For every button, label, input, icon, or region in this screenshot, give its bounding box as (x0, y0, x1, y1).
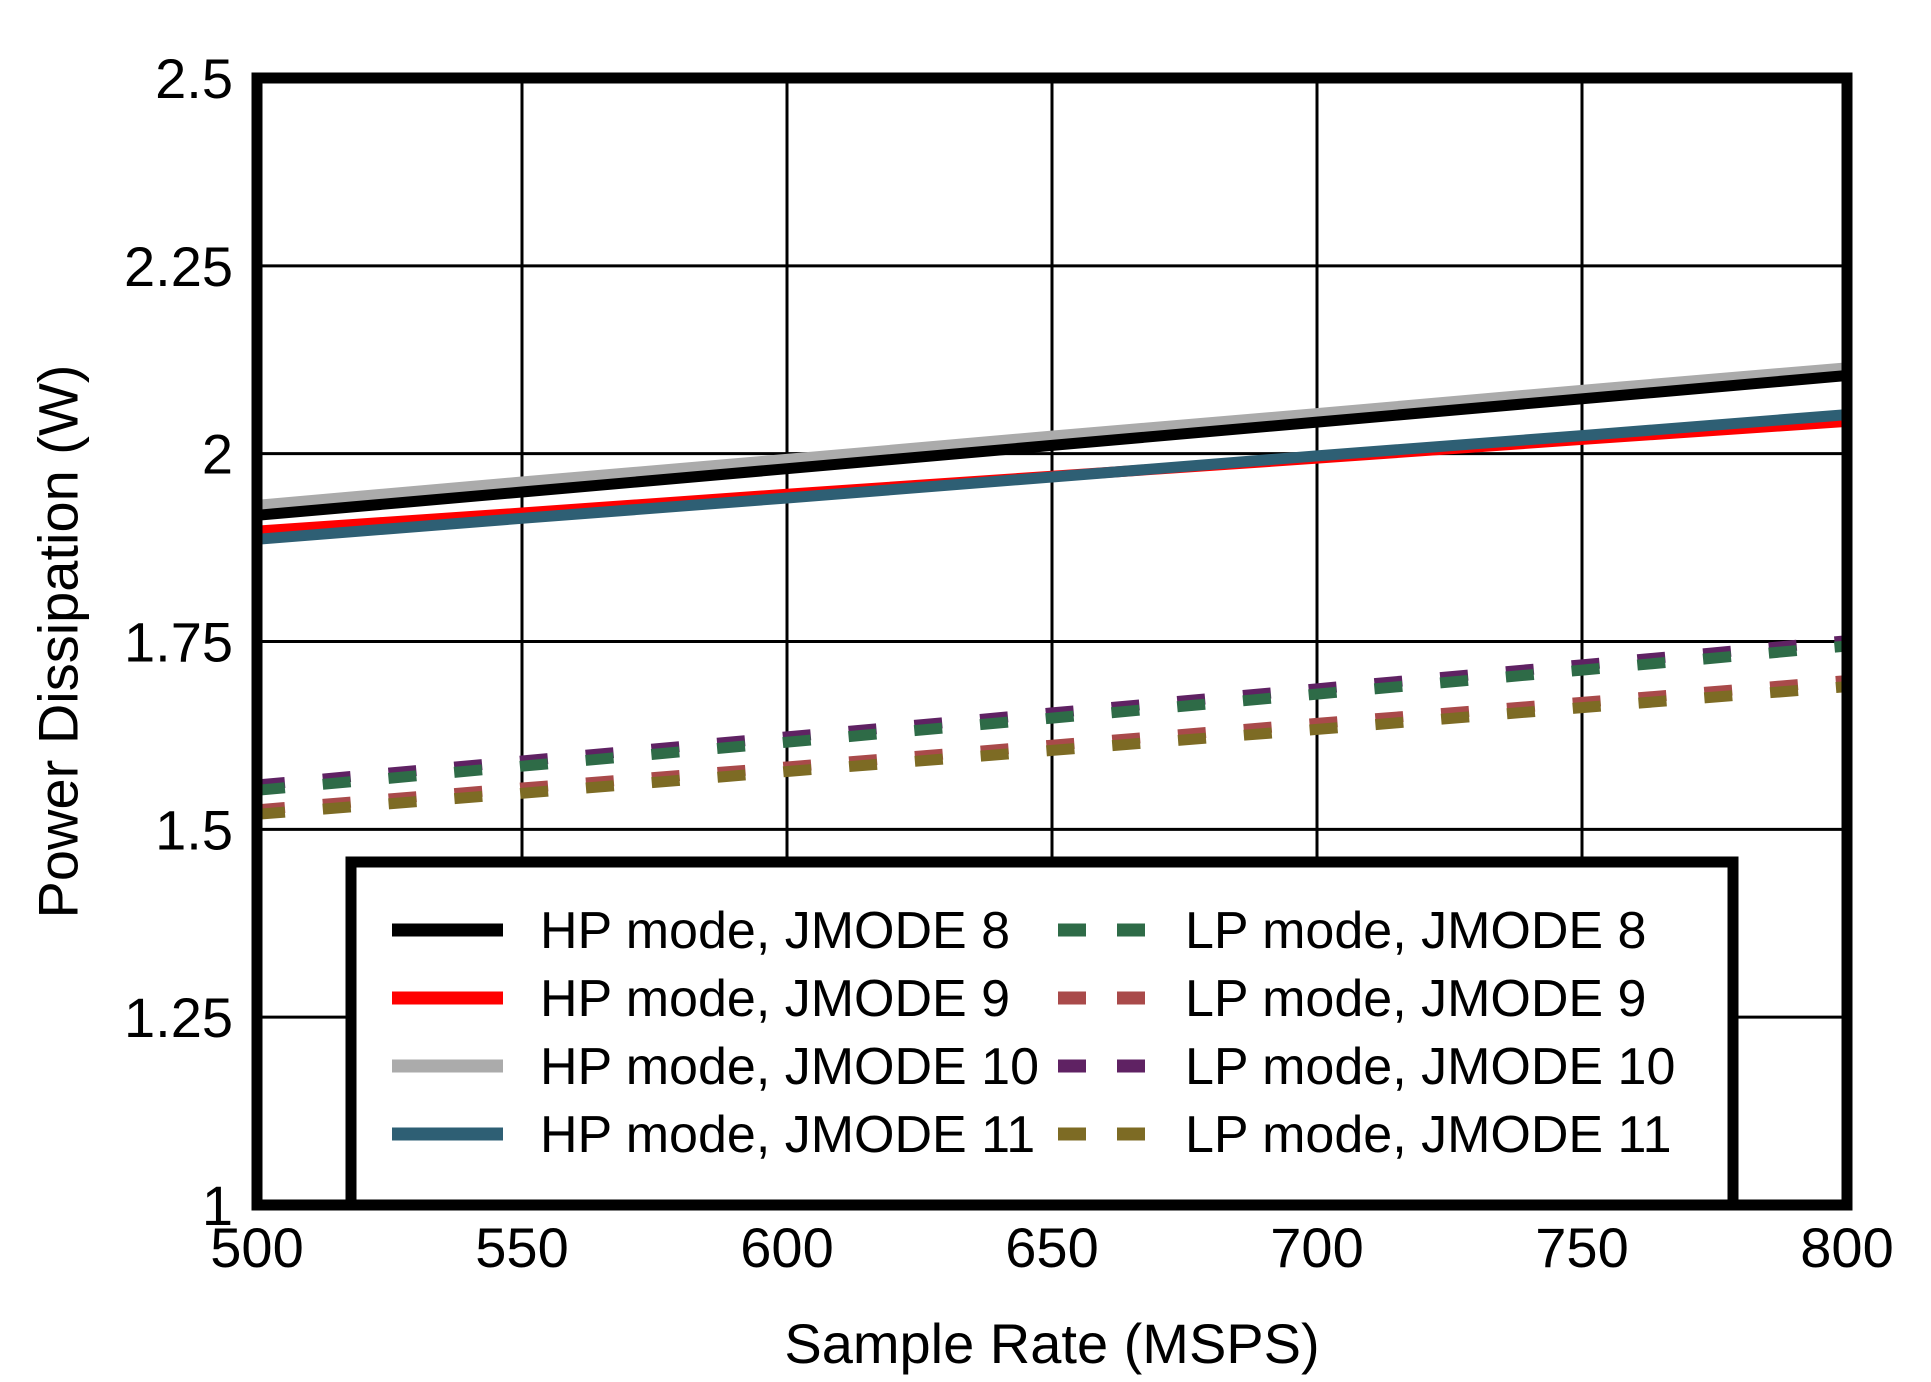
legend-label-lp-jmode-11: LP mode, JMODE 11 (1185, 1106, 1672, 1164)
series-line-lp-mode-jmode-11 (256, 681, 1848, 820)
y-tick-label: 1.25 (124, 986, 233, 1049)
legend-label-lp-jmode-9: LP mode, JMODE 9 (1185, 970, 1646, 1028)
x-axis-title: Sample Rate (MSPS) (784, 1312, 1319, 1375)
legend-label-lp-jmode-10: LP mode, JMODE 10 (1185, 1038, 1675, 1096)
legend-label-hp-jmode-8: HP mode, JMODE 8 (540, 902, 1010, 960)
x-tick-label: 750 (1535, 1216, 1628, 1279)
legend-label-hp-jmode-11: HP mode, JMODE 11 (540, 1106, 1035, 1164)
y-tick-label: 2.5 (155, 47, 233, 110)
y-tick-label: 1.5 (155, 798, 233, 861)
x-tick-label: 700 (1270, 1216, 1363, 1279)
legend-box (345, 856, 1739, 1211)
series-line-hp-mode-jmode-11 (256, 409, 1848, 545)
y-tick-label: 1.75 (124, 611, 233, 674)
series-line-lp-mode-jmode-8 (256, 640, 1848, 796)
legend-label-hp-jmode-10: HP mode, JMODE 10 (540, 1038, 1039, 1096)
y-tick-label: 1 (202, 1174, 233, 1237)
y-tick-label: 2.25 (124, 235, 233, 298)
x-tick-label: 650 (1005, 1216, 1098, 1279)
legend-label-lp-jmode-8: LP mode, JMODE 8 (1185, 902, 1646, 960)
series-line-hp-mode-jmode-8 (256, 370, 1848, 521)
y-tick-label: 2 (202, 423, 233, 486)
x-tick-label: 500 (210, 1216, 303, 1279)
x-tick-label: 550 (475, 1216, 568, 1279)
x-tick-label: 800 (1800, 1216, 1893, 1279)
legend: HP mode, JMODE 8 LP mode, JMODE 8 HP mode,… (345, 856, 1739, 1211)
series-line-hp-mode-jmode-10 (256, 362, 1848, 513)
legend-label-hp-jmode-9: HP mode, JMODE 9 (540, 970, 1010, 1028)
y-axis-title: Power Dissipation (W) (27, 365, 90, 919)
x-tick-label: 600 (740, 1216, 833, 1279)
